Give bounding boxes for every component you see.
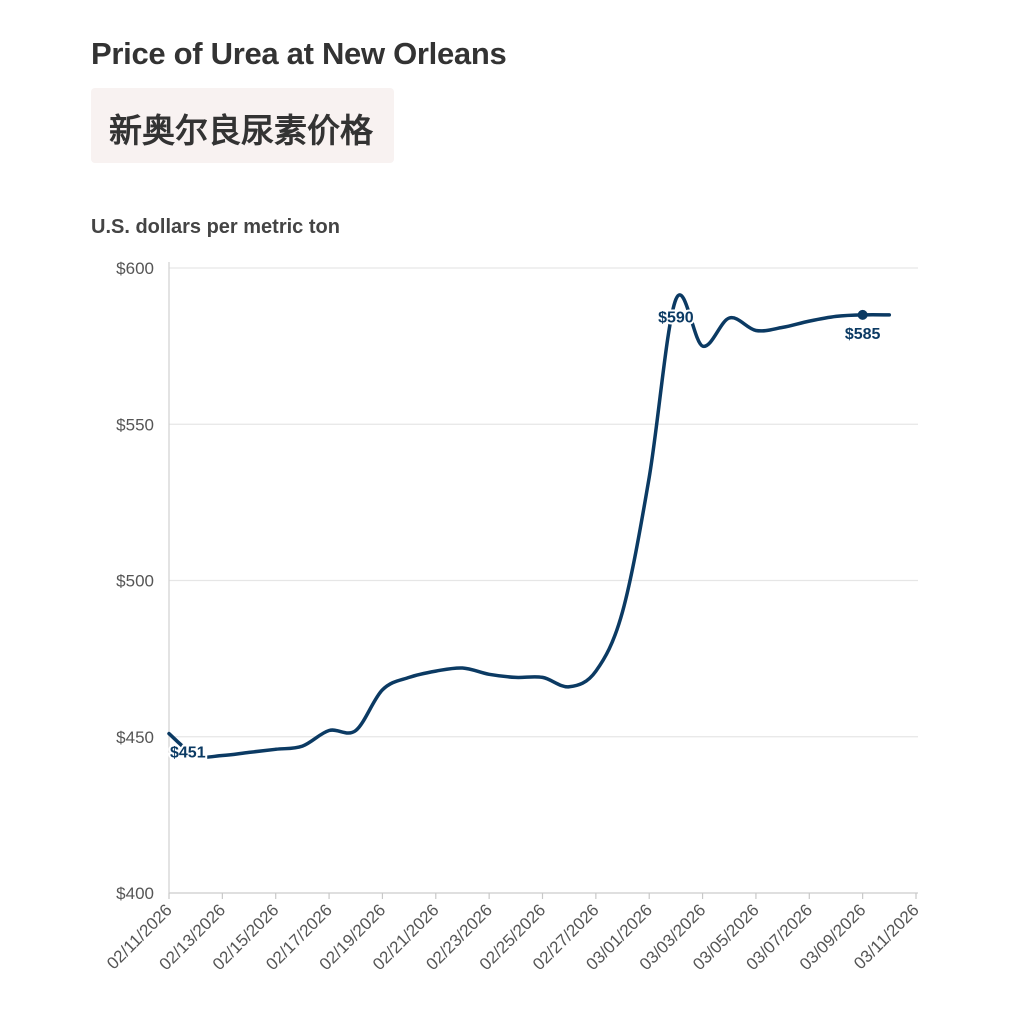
chart-title: Price of Urea at New Orleans xyxy=(91,36,507,71)
series-layer xyxy=(167,293,892,759)
data-labels: $451 $590 $585 xyxy=(168,307,883,763)
data-label: $451 xyxy=(170,745,206,762)
y-tick-label: $500 xyxy=(116,572,154,591)
y-axis: $400 $450 $500 $550 $600 xyxy=(116,259,170,903)
end-point-marker xyxy=(857,309,868,320)
y-tick-label: $550 xyxy=(116,415,154,434)
y-tick-label: $400 xyxy=(116,884,154,903)
grid-lines xyxy=(169,267,918,894)
subtitle-box: 新奥尔良尿素价格 xyxy=(91,88,394,163)
chart-subtitle: 新奥尔良尿素价格 xyxy=(109,111,373,150)
y-tick-label: $450 xyxy=(116,728,154,747)
series-line xyxy=(167,293,892,759)
data-label: $590 xyxy=(658,309,694,326)
y-tick-label: $600 xyxy=(116,259,154,278)
data-label: $585 xyxy=(845,326,881,343)
x-axis: 02/11/202602/13/202602/15/202602/17/2026… xyxy=(103,892,923,974)
y-axis-unit-label: U.S. dollars per metric ton xyxy=(91,216,340,238)
